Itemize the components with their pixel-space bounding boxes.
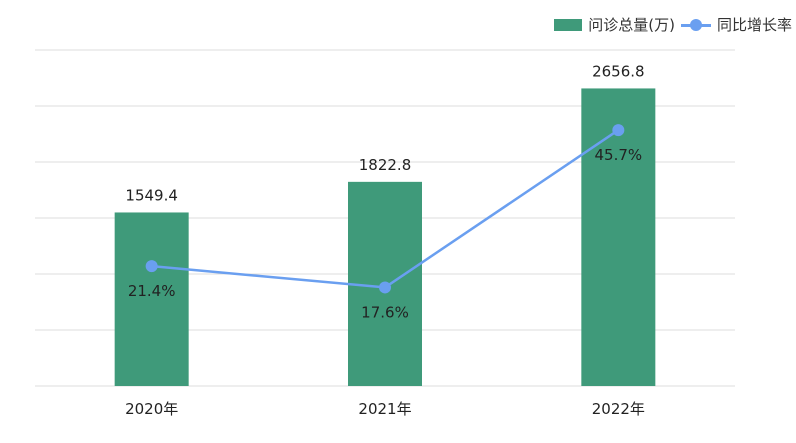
bar-value-label: 2656.8 <box>592 62 645 80</box>
legend-item-line[interactable]: 同比增长率 <box>680 14 792 35</box>
x-tick-label: 2020年 <box>125 400 178 418</box>
line-value-label: 21.4% <box>128 282 176 300</box>
legend-bar-label: 问诊总量(万) <box>588 16 675 34</box>
legend-bar-swatch <box>554 18 583 31</box>
line-point[interactable] <box>145 260 158 273</box>
line-point[interactable] <box>379 281 391 294</box>
bar[interactable] <box>114 212 189 386</box>
x-tick-label: 2021年 <box>358 400 411 418</box>
bar-series <box>114 88 656 386</box>
data-labels: 1549.4 1822.8 2656.8 21.4% 17.6% 45.7% <box>125 62 644 321</box>
line-point[interactable] <box>612 124 625 137</box>
bar[interactable] <box>581 88 656 386</box>
legend-line-label: 同比增长率 <box>716 16 792 34</box>
legend-item-bar[interactable]: 问诊总量(万) <box>554 14 675 35</box>
line-value-label: 17.6% <box>361 303 409 321</box>
x-tick-label: 2022年 <box>592 400 645 418</box>
chart-legend: 问诊总量(万) 同比增长率 <box>554 14 792 35</box>
bar-value-label: 1822.8 <box>359 156 412 174</box>
line-value-label: 45.7% <box>595 146 643 164</box>
bar-value-label: 1549.4 <box>125 186 178 204</box>
x-axis-labels: 2020年 2021年 2022年 <box>125 400 645 418</box>
line-series <box>145 124 625 294</box>
legend-line-swatch <box>680 18 711 31</box>
